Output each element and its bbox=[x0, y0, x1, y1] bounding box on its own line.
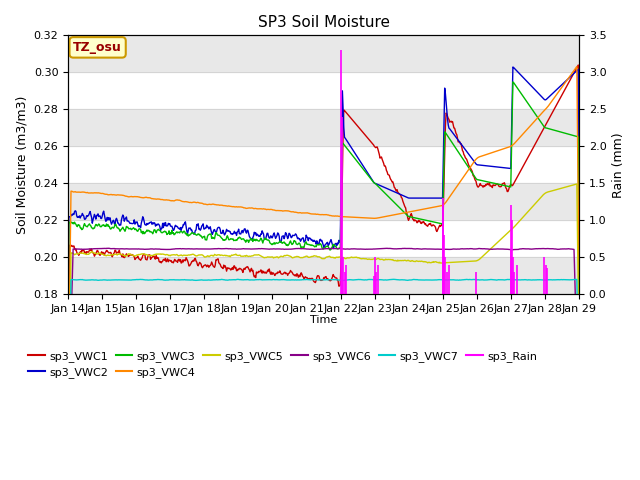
Bar bbox=[68, 257, 579, 294]
Title: SP3 Soil Moisture: SP3 Soil Moisture bbox=[257, 15, 390, 30]
Legend: sp3_VWC1, sp3_VWC2, sp3_VWC3, sp3_VWC4, sp3_VWC5, sp3_VWC6, sp3_VWC7, sp3_Rain: sp3_VWC1, sp3_VWC2, sp3_VWC3, sp3_VWC4, … bbox=[24, 347, 542, 383]
Bar bbox=[68, 109, 579, 146]
Text: TZ_osu: TZ_osu bbox=[73, 41, 122, 54]
Bar bbox=[68, 183, 579, 220]
Y-axis label: Soil Moisture (m3/m3): Soil Moisture (m3/m3) bbox=[15, 96, 28, 234]
X-axis label: Time: Time bbox=[310, 315, 337, 325]
Bar bbox=[68, 36, 579, 72]
Y-axis label: Rain (mm): Rain (mm) bbox=[612, 132, 625, 198]
